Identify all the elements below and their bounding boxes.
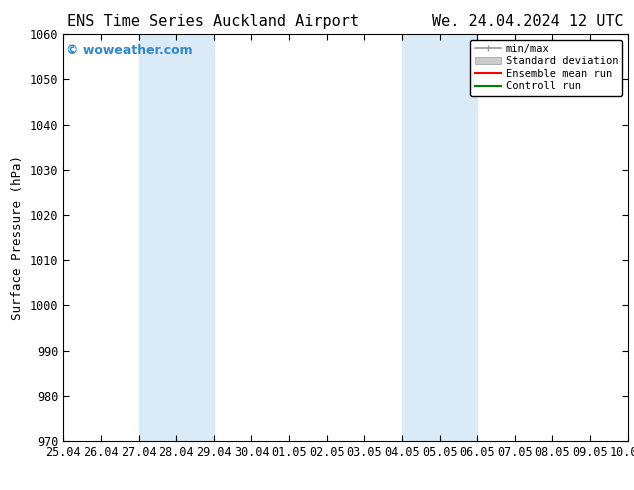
- Y-axis label: Surface Pressure (hPa): Surface Pressure (hPa): [11, 155, 25, 320]
- Bar: [139, 34, 214, 441]
- Bar: [402, 34, 477, 441]
- Legend: min/max, Standard deviation, Ensemble mean run, Controll run: min/max, Standard deviation, Ensemble me…: [470, 40, 623, 96]
- Title: ENS Time Series Auckland Airport        We. 24.04.2024 12 UTC: ENS Time Series Auckland Airport We. 24.…: [67, 14, 624, 29]
- Text: © woweather.com: © woweather.com: [66, 45, 193, 57]
